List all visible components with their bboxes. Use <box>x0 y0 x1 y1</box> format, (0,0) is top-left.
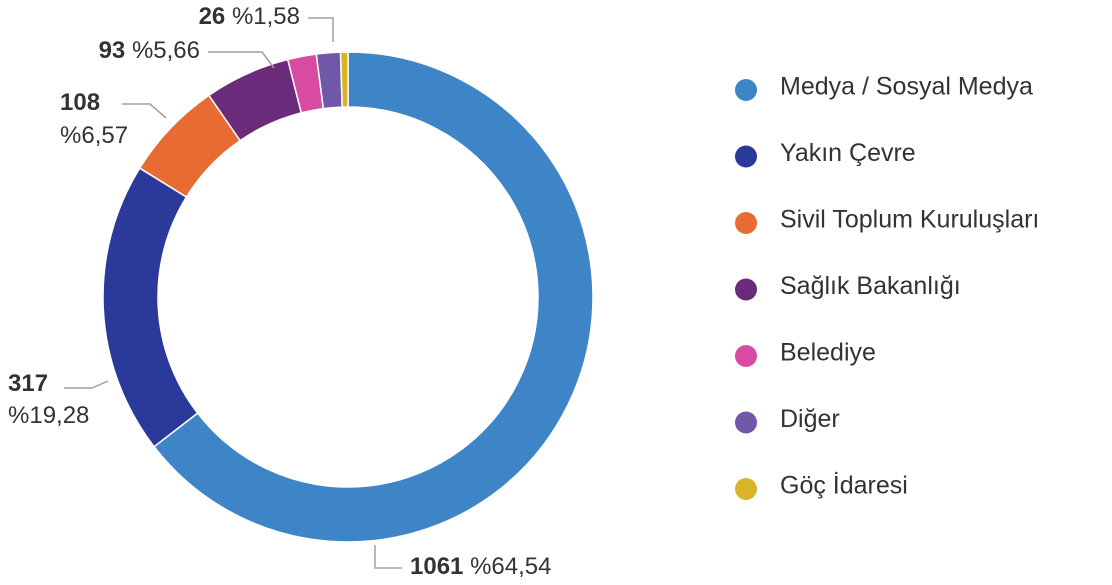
data-label: 108 <box>60 89 100 116</box>
legend-label: Yakın Çevre <box>780 139 916 167</box>
legend-label: Diğer <box>780 405 840 433</box>
percent-label: %5,66 <box>132 37 200 64</box>
value-label: 317 <box>8 370 48 397</box>
legend-label: Medya / Sosyal Medya <box>780 73 1033 101</box>
legend-swatch <box>735 478 757 500</box>
data-label: 317 <box>8 370 48 397</box>
legend-swatch <box>735 345 757 367</box>
percent-label: %6,57 <box>60 122 128 149</box>
leader-line <box>208 51 275 69</box>
legend-label: Sağlık Bakanlığı <box>780 272 961 300</box>
legend-label: Sivil Toplum Kuruluşları <box>780 206 1039 234</box>
value-label: 26 <box>199 3 226 30</box>
donut-segment <box>102 167 199 448</box>
leader-line <box>64 380 109 389</box>
percent-label: %1,58 <box>232 3 300 30</box>
value-label: 1061 <box>410 553 463 580</box>
data-label: %19,28 <box>8 402 89 429</box>
value-label: 93 <box>99 37 126 64</box>
percent-label: %64,54 <box>470 553 551 580</box>
spacer <box>463 553 470 580</box>
legend-label: Belediye <box>780 339 876 367</box>
data-label: 1061 %64,54 <box>410 553 551 580</box>
spacer <box>225 3 232 30</box>
donut-segment <box>339 51 349 108</box>
spacer <box>125 37 132 64</box>
leader-line <box>122 103 167 119</box>
legend-swatch <box>735 411 757 434</box>
data-label: %6,57 <box>60 122 128 149</box>
legend-swatch <box>735 278 757 301</box>
legend-swatch <box>735 145 757 168</box>
percent-label: %19,28 <box>8 402 89 429</box>
value-label: 108 <box>60 89 100 116</box>
data-label: 26 %1,58 <box>199 3 300 30</box>
legend-swatch <box>735 79 757 101</box>
legend-swatch <box>735 212 757 234</box>
data-label: 93 %5,66 <box>99 37 200 64</box>
legend-label: Göç İdaresi <box>780 471 908 500</box>
donut-segment <box>153 51 594 543</box>
leader-line <box>374 545 402 569</box>
leader-line <box>308 17 334 42</box>
